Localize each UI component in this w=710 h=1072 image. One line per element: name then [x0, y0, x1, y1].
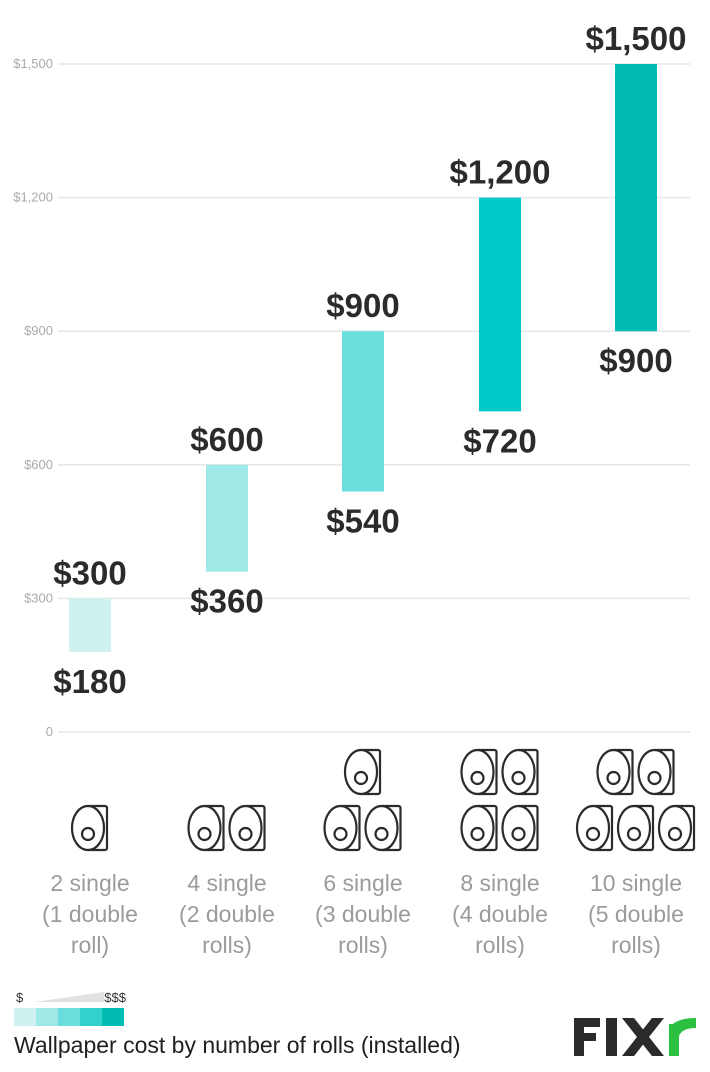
- category-label: 6 single (3 double rolls): [315, 870, 411, 958]
- bars: $300 $180 $600 $360 $900 $540 $1,200 $720 $1,500…: [53, 20, 686, 700]
- category-label: 2 single (1 double roll): [42, 870, 138, 958]
- wallpaper-roll-icon: [575, 804, 614, 852]
- category-label: 8 single (4 double rolls): [452, 870, 548, 958]
- high-value-label: $300: [53, 554, 126, 591]
- low-value-label: $720: [463, 422, 536, 459]
- low-value-label: $540: [326, 503, 399, 540]
- fixr-logo: [574, 1018, 696, 1056]
- low-value-label: $360: [190, 583, 263, 620]
- wallpaper-roll-icon: [501, 748, 539, 796]
- high-value-label: $1,200: [450, 154, 551, 191]
- chart-caption: Wallpaper cost by number of rolls (insta…: [14, 1032, 461, 1058]
- range-bar: [206, 464, 248, 572]
- legend-swatch: [80, 1008, 102, 1026]
- high-value-label: $900: [326, 287, 399, 324]
- range-bar: [479, 197, 521, 412]
- range-bar: [342, 331, 384, 492]
- wallpaper-roll-icon: [364, 804, 402, 852]
- high-value-label: $600: [190, 421, 263, 458]
- roll-icons: [70, 748, 696, 852]
- range-bar: [615, 64, 657, 332]
- chart: 0$300$600$900$1,200$1,500 $300$180$600$3…: [13, 20, 696, 958]
- wallpaper-roll-icon: [460, 804, 498, 852]
- range-bar: [69, 598, 111, 652]
- wallpaper-roll-icon: [637, 748, 675, 796]
- wallpaper-roll-icon: [228, 804, 266, 852]
- category-label: 4 single (2 double rolls): [179, 870, 275, 958]
- high-value-label: $1,500: [586, 20, 687, 57]
- y-tick-label: $300: [24, 590, 53, 605]
- y-tick-label: $600: [24, 457, 53, 472]
- legend-wedge: [34, 992, 104, 1002]
- legend-swatch: [36, 1008, 58, 1026]
- wallpaper-roll-icon: [501, 804, 539, 852]
- category-label: 10 single (5 double rolls): [588, 870, 684, 958]
- y-tick-label: $1,200: [13, 190, 53, 205]
- wallpaper-roll-icon: [343, 748, 382, 796]
- low-value-label: $180: [53, 663, 126, 700]
- y-tick-label: $900: [24, 323, 53, 338]
- cost-legend: $ $$$: [14, 988, 126, 1028]
- y-tick-label: $1,500: [13, 56, 53, 71]
- wallpaper-roll-icon: [70, 804, 109, 852]
- low-value-label: $900: [599, 342, 672, 379]
- legend-low-label: $: [16, 990, 24, 1005]
- legend-swatch: [14, 1008, 36, 1026]
- legend-color-scale: [14, 1008, 124, 1026]
- wallpaper-roll-icon: [596, 748, 634, 796]
- category-labels: 2 single (1 double roll) 4 single (2 double r…: [42, 870, 684, 958]
- wallpaper-roll-icon: [657, 804, 696, 852]
- wallpaper-roll-icon: [460, 748, 498, 796]
- wallpaper-roll-icon: [187, 804, 225, 852]
- legend-swatch: [102, 1008, 124, 1026]
- legend-swatch: [58, 1008, 80, 1026]
- wallpaper-roll-icon: [616, 804, 655, 852]
- wallpaper-roll-icon: [323, 804, 361, 852]
- legend-high-label: $$$: [104, 990, 126, 1005]
- y-tick-label: 0: [46, 724, 53, 739]
